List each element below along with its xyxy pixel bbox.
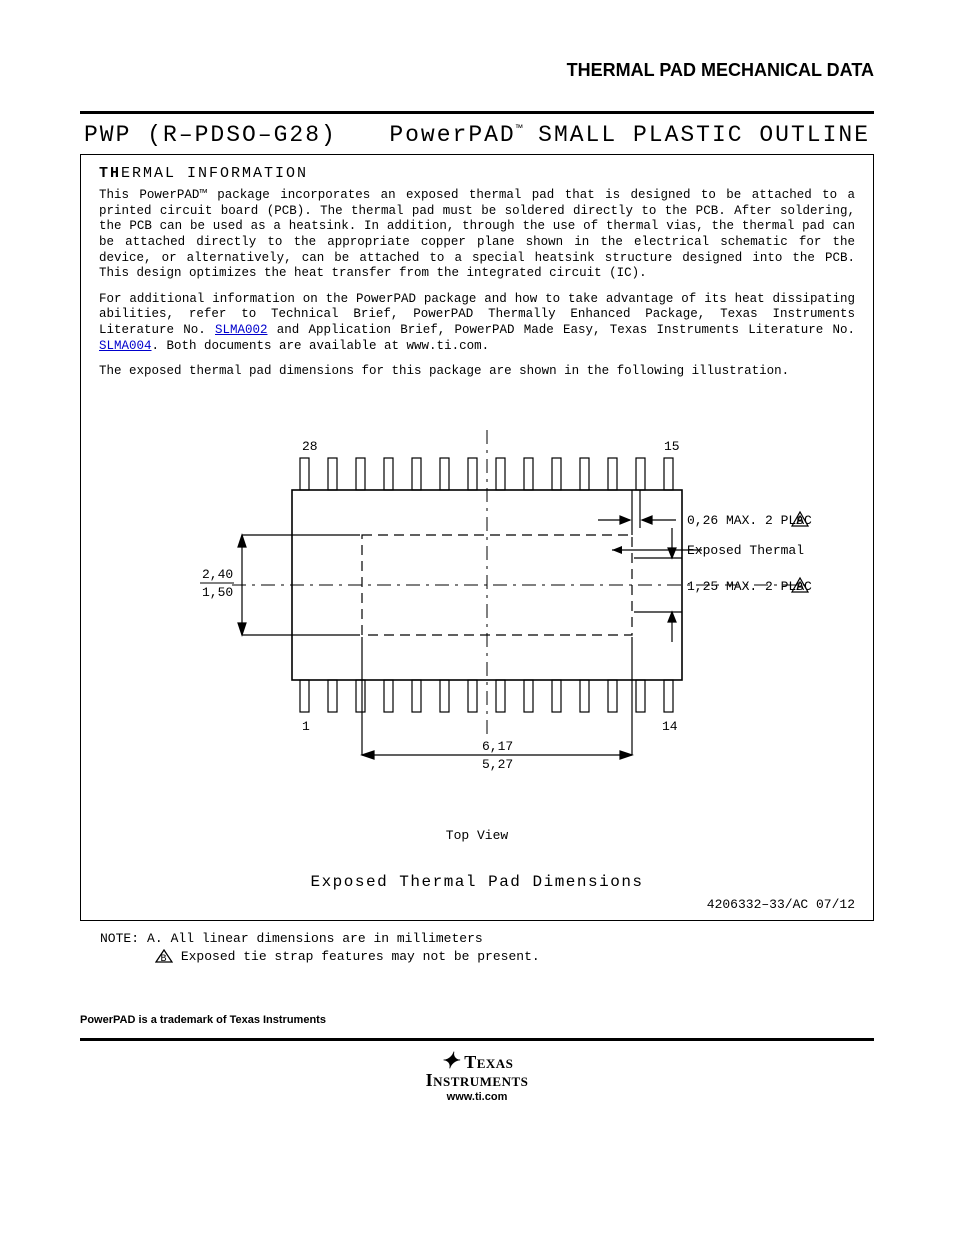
diagram-caption: Top View	[99, 828, 855, 843]
package-diagram: 28 15 1 14 2,40 1,50	[99, 420, 855, 800]
svg-text:B: B	[160, 954, 166, 963]
svg-text:15: 15	[664, 439, 680, 454]
link-slma004[interactable]: SLMA004	[99, 339, 152, 353]
svg-text:1: 1	[302, 719, 310, 734]
svg-text:Exposed Thermal Pad: Exposed Thermal Pad	[687, 543, 812, 558]
ti-logo: ✦ Texas Instruments	[80, 1051, 874, 1089]
paragraph: The exposed thermal pad dimensions for t…	[99, 364, 855, 380]
svg-text:B: B	[797, 516, 804, 528]
diagram-subtitle: Exposed Thermal Pad Dimensions	[99, 873, 855, 891]
svg-text:6,17: 6,17	[482, 739, 513, 754]
note-text: Exposed tie strap features may not be pr…	[181, 949, 540, 964]
paragraph: This PowerPAD™ package incorporates an e…	[99, 188, 855, 282]
svg-text:28: 28	[302, 439, 318, 454]
notes: NOTE: A. All linear dimensions are in mi…	[80, 931, 874, 964]
svg-text:1,50: 1,50	[202, 585, 233, 600]
note-letter: A.	[147, 931, 163, 946]
svg-text:14: 14	[662, 719, 678, 734]
content-box: THERMAL INFORMATION This PowerPAD™ packa…	[80, 154, 874, 921]
triangle-b-icon: B	[155, 949, 173, 963]
section-heading: THERMAL INFORMATION	[99, 165, 855, 182]
footer: ✦ Texas Instruments www.ti.com	[80, 1051, 874, 1103]
diagram-svg: 28 15 1 14 2,40 1,50	[142, 420, 812, 800]
trademark-note: PowerPAD is a trademark of Texas Instrum…	[80, 1014, 874, 1026]
note-label: NOTE:	[100, 931, 139, 946]
note-text: All linear dimensions are in millimeters	[171, 931, 483, 946]
paragraph: For additional information on the PowerP…	[99, 292, 855, 355]
bottom-rule	[80, 1038, 874, 1041]
footer-url: www.ti.com	[80, 1091, 874, 1103]
link-slma002[interactable]: SLMA002	[215, 323, 268, 337]
package-name: PowerPAD™ SMALL PLASTIC OUTLINE	[389, 122, 870, 148]
page-title: THERMAL PAD MECHANICAL DATA	[80, 60, 874, 81]
svg-text:5,27: 5,27	[482, 757, 513, 772]
page: THERMAL PAD MECHANICAL DATA PWP (R–PDSO–…	[0, 0, 954, 1123]
svg-text:2,40: 2,40	[202, 567, 233, 582]
drawing-number: 4206332–33/AC 07/12	[99, 897, 855, 912]
top-rule	[80, 111, 874, 114]
package-code: PWP (R–PDSO–G28)	[84, 122, 337, 148]
title-row: PWP (R–PDSO–G28) PowerPAD™ SMALL PLASTIC…	[80, 120, 874, 154]
svg-text:B: B	[797, 582, 804, 594]
